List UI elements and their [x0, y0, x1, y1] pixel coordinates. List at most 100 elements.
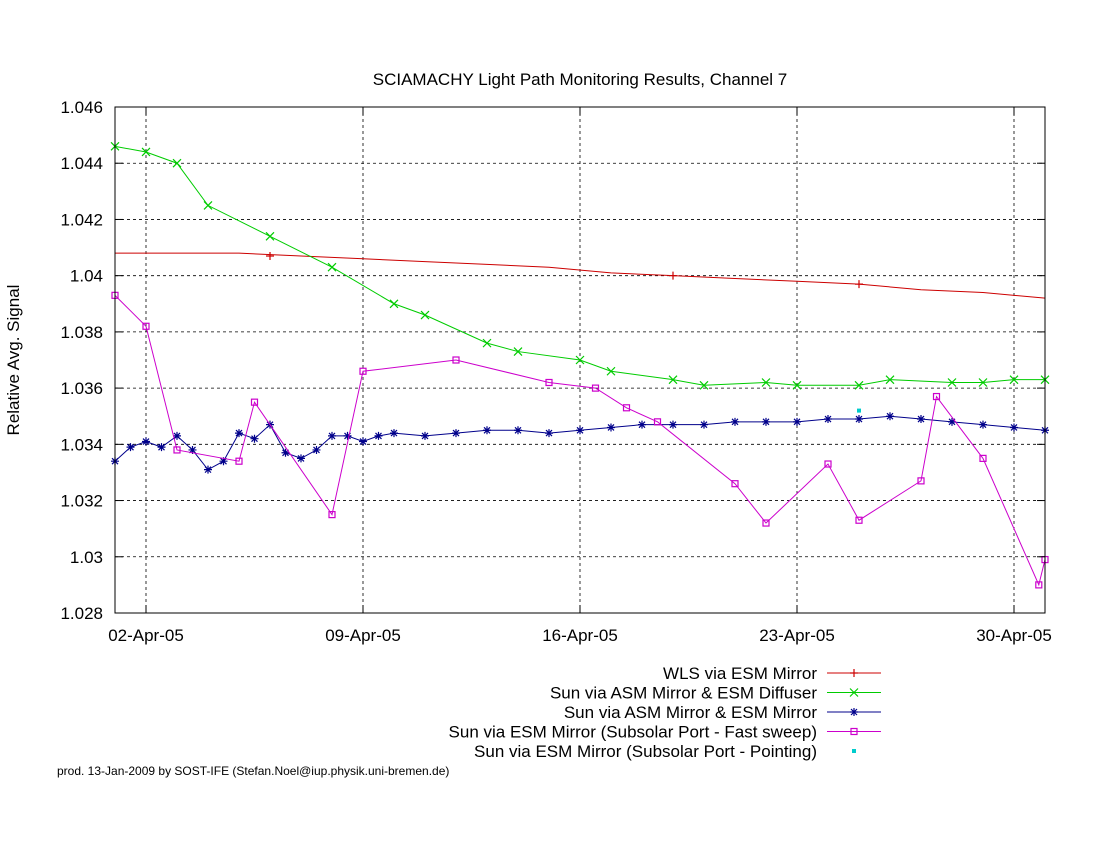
data-point	[762, 519, 770, 527]
legend-label: Sun via ASM Mirror & ESM Diffuser	[550, 684, 817, 703]
data-point	[483, 426, 491, 435]
data-point	[126, 443, 135, 452]
data-point	[668, 375, 678, 385]
data-point	[762, 417, 770, 426]
data-point	[359, 437, 367, 446]
series-3	[111, 412, 1049, 474]
data-point	[932, 392, 941, 401]
x-tick-label: 30-Apr-05	[976, 626, 1052, 645]
data-point	[203, 200, 213, 210]
data-point	[452, 429, 460, 438]
data-point	[855, 280, 863, 289]
data-point	[591, 384, 600, 392]
x-tick-label: 02-Apr-05	[108, 626, 184, 645]
chart-title: SCIAMACHY Light Path Monitoring Results,…	[373, 70, 788, 89]
data-point	[343, 431, 352, 440]
data-point	[885, 375, 895, 385]
legend-item: Sun via ASM Mirror & ESM Mirror	[564, 703, 881, 722]
y-tick-label: 1.03	[70, 548, 103, 567]
data-point	[420, 310, 430, 320]
series-line	[114, 294, 1046, 587]
data-point	[265, 231, 275, 241]
y-tick-label: 1.032	[60, 492, 103, 511]
data-point	[855, 516, 863, 524]
data-point	[157, 443, 166, 452]
data-point	[855, 415, 863, 424]
data-point	[390, 429, 398, 438]
data-point	[575, 355, 585, 365]
data-point	[141, 147, 151, 157]
data-point	[188, 445, 197, 454]
data-point	[312, 445, 321, 454]
data-point	[850, 669, 858, 677]
data-point	[857, 408, 861, 413]
data-point	[266, 251, 274, 260]
data-point	[607, 423, 615, 432]
legend-label: Sun via ESM Mirror (Subsolar Port - Poin…	[474, 742, 817, 761]
data-point	[389, 299, 399, 309]
data-point	[669, 420, 677, 429]
data-point	[622, 404, 631, 412]
data-point	[328, 511, 336, 519]
data-point	[824, 460, 832, 468]
y-tick-label: 1.042	[60, 210, 103, 229]
data-point	[761, 378, 771, 387]
data-point	[142, 437, 150, 446]
data-point	[1009, 375, 1019, 385]
data-point	[328, 431, 336, 440]
data-point	[204, 465, 212, 474]
data-point	[700, 420, 708, 429]
data-point	[849, 688, 859, 697]
series-2	[110, 141, 1050, 390]
data-point	[545, 378, 553, 387]
y-tick-label: 1.028	[60, 604, 103, 623]
legend-item: Sun via ESM Mirror (Subsolar Port - Poin…	[474, 742, 856, 761]
data-point	[1035, 581, 1043, 589]
y-tick-label: 1.04	[70, 267, 103, 286]
data-point	[669, 271, 677, 280]
data-point	[978, 378, 988, 387]
y-tick-label: 1.046	[60, 98, 103, 117]
series-4	[111, 291, 1049, 589]
data-point	[374, 431, 383, 440]
series-1	[115, 251, 1046, 299]
data-point	[421, 431, 429, 440]
data-point	[452, 356, 460, 364]
y-tick-label: 1.038	[60, 323, 103, 342]
legend-item: WLS via ESM Mirror	[663, 664, 881, 683]
data-point	[281, 448, 290, 457]
data-point	[731, 480, 739, 488]
data-point	[917, 415, 925, 424]
data-point	[653, 418, 662, 426]
data-point	[854, 380, 864, 390]
x-tick-label: 23-Apr-05	[759, 626, 835, 645]
legend-label: Sun via ASM Mirror & ESM Mirror	[564, 703, 817, 722]
data-point	[1010, 423, 1018, 432]
data-point	[219, 457, 228, 466]
y-tick-label: 1.044	[60, 154, 103, 173]
data-point	[576, 426, 584, 435]
data-point	[947, 378, 957, 387]
tick-labels: 1.046 1.044 1.042 1.04 1.038 1.036 1.034 1.032 1…	[60, 98, 1051, 645]
data-point	[948, 417, 956, 426]
series-line	[114, 415, 1046, 471]
data-point	[979, 454, 987, 462]
data-point	[731, 417, 739, 426]
series-line	[114, 145, 1045, 386]
data-point	[513, 347, 523, 356]
credit-footer: prod. 13-Jan-2009 by SOST-IFE (Stefan.No…	[57, 764, 449, 778]
data-point	[235, 429, 243, 438]
legend-label: Sun via ESM Mirror (Subsolar Port - Fast…	[449, 723, 817, 742]
data-point	[850, 708, 858, 716]
data-point	[172, 158, 182, 168]
y-axis-label: Relative Avg. Signal	[4, 285, 23, 436]
data-point	[514, 426, 522, 435]
y-tick-label: 1.036	[60, 379, 103, 398]
x-tick-label: 09-Apr-05	[325, 626, 401, 645]
data-point	[173, 431, 181, 440]
data-point	[327, 262, 337, 272]
data-point	[545, 429, 553, 438]
data-point	[482, 338, 492, 348]
data-point	[979, 420, 987, 429]
